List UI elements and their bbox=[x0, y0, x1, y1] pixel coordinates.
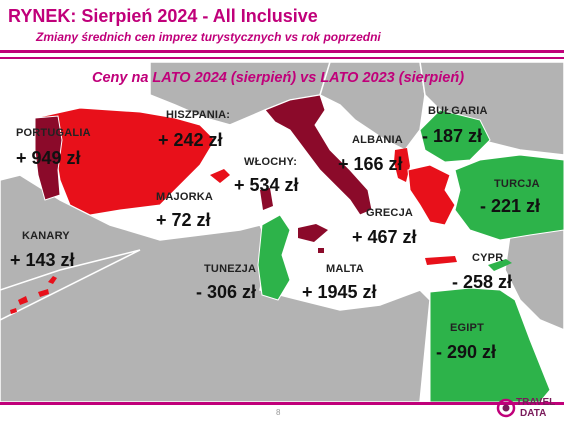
map-title: Ceny na LATO 2024 (sierpień) vs LATO 202… bbox=[92, 70, 465, 86]
hiszpania-label: HISZPANIA: bbox=[166, 109, 231, 121]
kanary-islands bbox=[10, 276, 57, 314]
kanary-label: KANARY bbox=[22, 230, 70, 242]
majorka-label: MAJORKA bbox=[156, 191, 214, 203]
sycylia-shape bbox=[298, 224, 328, 242]
tunezja-label: TUNEZJA bbox=[204, 263, 257, 275]
albania-label: ALBANIA bbox=[352, 134, 403, 146]
grecja-shape bbox=[407, 164, 456, 226]
turcja-shape bbox=[454, 154, 564, 241]
page-number: 8 bbox=[276, 408, 281, 417]
logo-line2: DATA bbox=[520, 408, 547, 419]
portugalia-label: PORTUGALIA bbox=[16, 127, 91, 139]
land-middle-east bbox=[504, 224, 564, 331]
majorka-shape bbox=[210, 169, 230, 183]
wlochy-label: WŁOCHY: bbox=[244, 156, 298, 168]
header-divider-bar bbox=[0, 50, 564, 53]
header-title: RYNEK: Sierpień 2024 - All Inclusive bbox=[8, 6, 318, 26]
logo-mark-icon bbox=[496, 398, 516, 418]
cypr-value: - 258 zł bbox=[452, 272, 513, 292]
hiszpania-shape bbox=[34, 107, 216, 216]
bulgaria-shape bbox=[419, 109, 491, 163]
kreta-shape bbox=[425, 256, 457, 265]
sardynia-shape bbox=[260, 188, 273, 210]
hiszpania-value: + 242 zł bbox=[158, 130, 223, 150]
land-layer bbox=[0, 62, 564, 402]
land-atlantic-coast bbox=[0, 249, 141, 321]
bulgaria-value: - 187 zł bbox=[422, 126, 483, 146]
grecja-label: GRECJA bbox=[366, 207, 414, 219]
cypr-shape bbox=[488, 259, 512, 271]
header-subtitle: Zmiany średnich cen imprez turystycznych… bbox=[36, 30, 381, 44]
kanary-value: + 143 zł bbox=[10, 250, 75, 270]
tunezja-value: - 306 zł bbox=[196, 282, 257, 302]
albania-shape bbox=[394, 148, 410, 182]
bulgaria-label: BUŁGARIA bbox=[428, 105, 488, 117]
map bbox=[0, 62, 564, 402]
albania-value: + 166 zł bbox=[338, 154, 403, 174]
turcja-label: TURCJA bbox=[494, 178, 540, 190]
wlochy-shape bbox=[264, 94, 373, 216]
egipt-shape bbox=[429, 287, 551, 402]
tunezja-shape bbox=[257, 214, 291, 301]
wlochy-value: + 534 zł bbox=[234, 175, 299, 195]
majorka-value: + 72 zł bbox=[156, 210, 211, 230]
header-divider-thin-bar bbox=[0, 57, 564, 59]
egipt-label: EGIPT bbox=[450, 322, 485, 334]
malta-shape bbox=[318, 248, 324, 253]
grecja-value: + 467 zł bbox=[352, 227, 417, 247]
footer-divider-bar bbox=[0, 402, 564, 405]
malta-label: MALTA bbox=[326, 263, 364, 275]
egipt-value: - 290 zł bbox=[436, 342, 497, 362]
travel-data-logo: TRAVEL DATA bbox=[496, 392, 562, 422]
cypr-label: CYPR bbox=[472, 252, 504, 264]
logo-line1: TRAVEL bbox=[516, 397, 556, 408]
turcja-value: - 221 zł bbox=[480, 196, 541, 216]
portugalia-value: + 949 zł bbox=[16, 148, 81, 168]
portugalia-shape bbox=[34, 115, 63, 201]
malta-value: + 1945 zł bbox=[302, 282, 377, 302]
